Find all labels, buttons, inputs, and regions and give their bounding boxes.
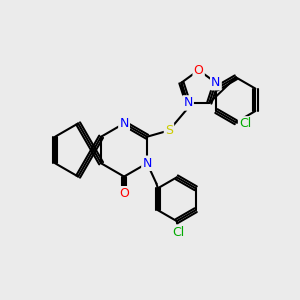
Text: N: N <box>142 157 152 170</box>
Text: O: O <box>119 187 129 200</box>
Text: N: N <box>211 76 220 89</box>
Text: N: N <box>183 96 193 110</box>
Text: Cl: Cl <box>172 226 184 238</box>
Text: S: S <box>165 124 173 137</box>
Text: Cl: Cl <box>239 117 251 130</box>
Text: N: N <box>119 117 129 130</box>
Text: O: O <box>194 64 204 77</box>
